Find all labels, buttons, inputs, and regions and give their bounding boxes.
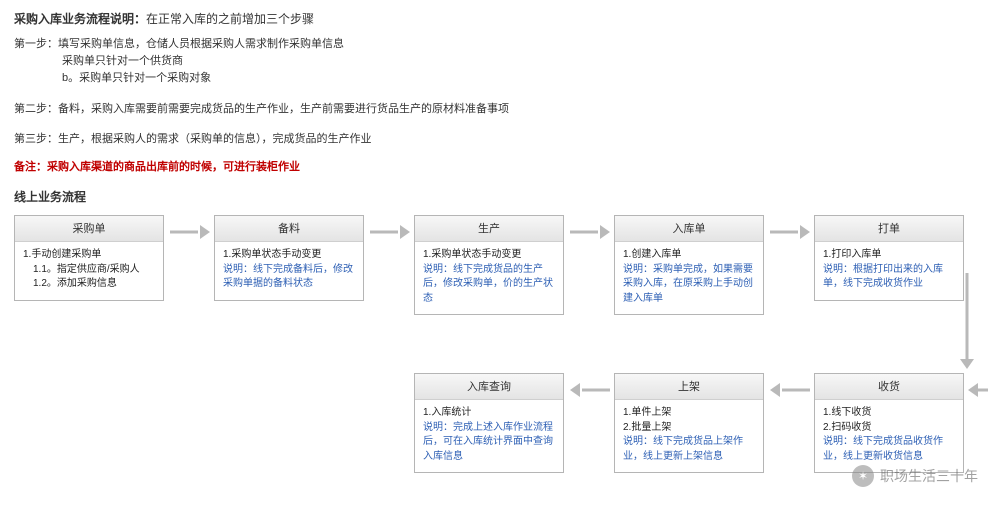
node-line: 1.2。添加采购信息 <box>23 277 155 292</box>
node-line: 说明：线下完成货品收货作业，线上更新收货信息 <box>823 435 955 464</box>
arrow-down-icon <box>960 273 974 369</box>
node-line: 说明：根据打印出来的入库单，线下完成收货作业 <box>823 263 955 292</box>
node-body: 1.采购单状态手动变更说明：线下完成备料后，修改采购单据的备料状态 <box>215 242 363 300</box>
arrow-right-icon <box>570 225 610 239</box>
node-inbound-query: 入库查询 1.入库统计 说明：完成上述入库作业流程后，可在入库统计界面中查询入库… <box>414 373 564 473</box>
node-line: 2.批量上架 <box>623 421 755 436</box>
node-shelving: 上架 1.单件上架2.批量上架 说明：线下完成货品上架作业，线上更新上架信息 <box>614 373 764 473</box>
node-body: 1.创建入库单说明：采购单完成，如果需要采购入库，在原采购上手动创建入库单 <box>615 242 763 314</box>
arrow-right-icon <box>770 225 810 239</box>
node-line: 说明：线下完成备料后，修改采购单据的备料状态 <box>223 263 355 292</box>
node-body: 1.入库统计 说明：完成上述入库作业流程后，可在入库统计界面中查询入库信息 <box>415 400 563 472</box>
node-print-order: 打单 1.打印入库单说明：根据打印出来的入库单，线下完成收货作业 <box>814 215 964 301</box>
step1-sub-a: 采购单只针对一个供货商 <box>62 53 986 70</box>
doc-title-bold: 采购入库业务流程说明： <box>14 12 146 26</box>
node-line: 1.线下收货 <box>823 406 955 421</box>
node-title: 生产 <box>415 216 563 242</box>
step2: 第二步：备料，采购入库需要前需要完成货品的生产作业，生产前需要进行货品生产的原材… <box>14 100 986 116</box>
arrow-right-icon <box>170 225 210 239</box>
node-line: 1.打印入库单 <box>823 248 955 263</box>
node-line: 1.采购单状态手动变更 <box>423 248 555 263</box>
note-line: 备注：采购入库渠道的商品出库前的时候，可进行装柜作业 <box>14 158 986 174</box>
node-title: 备料 <box>215 216 363 242</box>
node-purchase-order: 采购单 1.手动创建采购单1.1。指定供应商/采购人1.2。添加采购信息 <box>14 215 164 301</box>
node-body: 1.单件上架2.批量上架 说明：线下完成货品上架作业，线上更新上架信息 <box>615 400 763 472</box>
arrow-left-icon <box>968 383 988 397</box>
node-line: 说明：完成上述入库作业流程后，可在入库统计界面中查询入库信息 <box>423 421 555 465</box>
node-line: 1.入库统计 <box>423 406 555 421</box>
step1: 第一步：填写采购单信息，仓储人员根据采购人需求制作采购单信息 <box>14 35 986 51</box>
note-text: 采购入库渠道的商品出库前的时候，可进行装柜作业 <box>47 161 300 173</box>
node-title: 采购单 <box>15 216 163 242</box>
node-body: 1.采购单状态手动变更说明：线下完成货品的生产后，修改采购单，价的生产状态 <box>415 242 563 314</box>
node-body: 1.手动创建采购单1.1。指定供应商/采购人1.2。添加采购信息 <box>15 242 163 300</box>
doc-title: 采购入库业务流程说明：在正常入库的之前增加三个步骤 <box>14 10 986 27</box>
node-line: 说明：采购单完成，如果需要采购入库，在原采购上手动创建入库单 <box>623 263 755 307</box>
node-title: 收货 <box>815 374 963 400</box>
step3: 第三步：生产，根据采购人的需求（采购单的信息），完成货品的生产作业 <box>14 130 986 146</box>
node-inbound-order: 入库单 1.创建入库单说明：采购单完成，如果需要采购入库，在原采购上手动创建入库… <box>614 215 764 315</box>
node-line: 1.创建入库单 <box>623 248 755 263</box>
note-label: 备注： <box>14 161 47 173</box>
arrow-left-icon <box>570 383 610 397</box>
node-line: 1.单件上架 <box>623 406 755 421</box>
node-line: 1.采购单状态手动变更 <box>223 248 355 263</box>
arrow-right-icon <box>370 225 410 239</box>
node-receiving: 收货 1.线下收货2.扫码收货 说明：线下完成货品收货作业，线上更新收货信息 <box>814 373 964 473</box>
node-line: 1.手动创建采购单 <box>23 248 155 263</box>
node-title: 入库查询 <box>415 374 563 400</box>
arrow-left-icon <box>770 383 810 397</box>
doc-title-rest: 在正常入库的之前增加三个步骤 <box>146 12 314 26</box>
node-line: 说明：线下完成货品上架作业，线上更新上架信息 <box>623 435 755 464</box>
node-title: 上架 <box>615 374 763 400</box>
node-line: 2.扫码收货 <box>823 421 955 436</box>
step1-sub-b: b。采购单只针对一个采购对象 <box>62 70 986 87</box>
flowchart: 采购单 1.手动创建采购单1.1。指定供应商/采购人1.2。添加采购信息 备料 … <box>14 215 986 505</box>
node-title: 入库单 <box>615 216 763 242</box>
node-body: 1.线下收货2.扫码收货 说明：线下完成货品收货作业，线上更新收货信息 <box>815 400 963 472</box>
section-heading: 线上业务流程 <box>14 188 986 205</box>
node-line: 1.1。指定供应商/采购人 <box>23 263 155 278</box>
node-body: 1.打印入库单说明：根据打印出来的入库单，线下完成收货作业 <box>815 242 963 300</box>
node-material-prep: 备料 1.采购单状态手动变更说明：线下完成备料后，修改采购单据的备料状态 <box>214 215 364 301</box>
node-title: 打单 <box>815 216 963 242</box>
node-line: 说明：线下完成货品的生产后，修改采购单，价的生产状态 <box>423 263 555 307</box>
node-production: 生产 1.采购单状态手动变更说明：线下完成货品的生产后，修改采购单，价的生产状态 <box>414 215 564 315</box>
